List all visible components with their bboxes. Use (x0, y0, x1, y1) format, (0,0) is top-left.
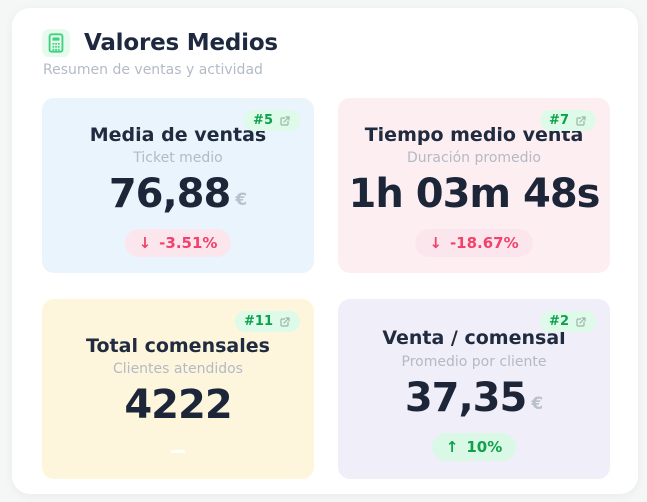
metric-value: 1h 03m 48s (348, 171, 601, 218)
arrow-down-icon: ↓ (138, 234, 152, 253)
metrics-grid: #5 Media de ventas Ticket medio 76,88 € … (42, 98, 610, 479)
metric-subtitle: Clientes atendidos (113, 361, 243, 378)
external-link-icon (576, 115, 586, 126)
rank-badge[interactable]: #2 (540, 311, 596, 332)
metric-value-row: 76,88 € (109, 171, 247, 217)
change-value: -3.51% (159, 234, 218, 253)
page-subtitle: Resumen de ventas y actividad (43, 62, 263, 78)
rank-label: #7 (549, 113, 569, 128)
change-value: -18.67% (449, 234, 519, 253)
external-link-icon (576, 316, 586, 327)
external-link-icon (280, 115, 290, 126)
rank-label: #2 (549, 314, 569, 329)
rank-label: #11 (244, 314, 273, 329)
metric-subtitle: Promedio por cliente (401, 353, 547, 370)
metric-value-row: 1h 03m 48s (348, 171, 601, 218)
metric-value: 76,88 (108, 171, 232, 218)
metric-title: Venta / comensal (382, 327, 566, 350)
metric-unit: € (235, 190, 248, 211)
panel-header: Valores Medios (42, 29, 610, 57)
metric-card-venta-comensal: #2 Venta / comensal Promedio por cliente… (338, 299, 610, 479)
metric-subtitle: Duración promedio (407, 150, 541, 167)
metric-value: 37,35 (404, 374, 528, 421)
change-badge: ↑ 10% (431, 432, 517, 461)
rank-badge[interactable]: #5 (244, 110, 300, 131)
change-value: 10% (466, 437, 503, 456)
metric-value-row: 4222 (124, 382, 232, 429)
external-link-icon (280, 316, 290, 327)
calculator-icon (42, 29, 70, 57)
change-badge: ↓ -18.67% (415, 229, 533, 258)
metric-value: 4222 (124, 382, 232, 429)
rank-badge[interactable]: #7 (540, 110, 596, 131)
metric-card-total-comensales: #11 Total comensales Clientes atendidos … (42, 299, 314, 479)
page-title: Valores Medios (84, 30, 278, 56)
metric-value-row: 37,35 € (405, 375, 543, 421)
metric-title: Total comensales (86, 334, 270, 357)
rank-label: #5 (253, 113, 273, 128)
change-badge: ↓ -3.51% (124, 229, 232, 258)
arrow-up-icon: ↑ (445, 437, 459, 456)
metric-title: Tiempo medio venta (364, 123, 584, 146)
metric-unit: € (531, 393, 544, 414)
metric-card-media-de-ventas: #5 Media de ventas Ticket medio 76,88 € … (42, 98, 314, 273)
rank-badge[interactable]: #11 (235, 311, 300, 332)
valores-medios-panel: Valores Medios Resumen de ventas y activ… (12, 8, 638, 494)
metric-title: Media de ventas (89, 123, 267, 146)
arrow-down-icon: ↓ (429, 234, 442, 253)
metric-card-tiempo-medio-venta: #7 Tiempo medio venta Duración promedio … (338, 98, 610, 273)
no-change-dash (171, 450, 185, 454)
metric-subtitle: Ticket medio (133, 150, 223, 167)
